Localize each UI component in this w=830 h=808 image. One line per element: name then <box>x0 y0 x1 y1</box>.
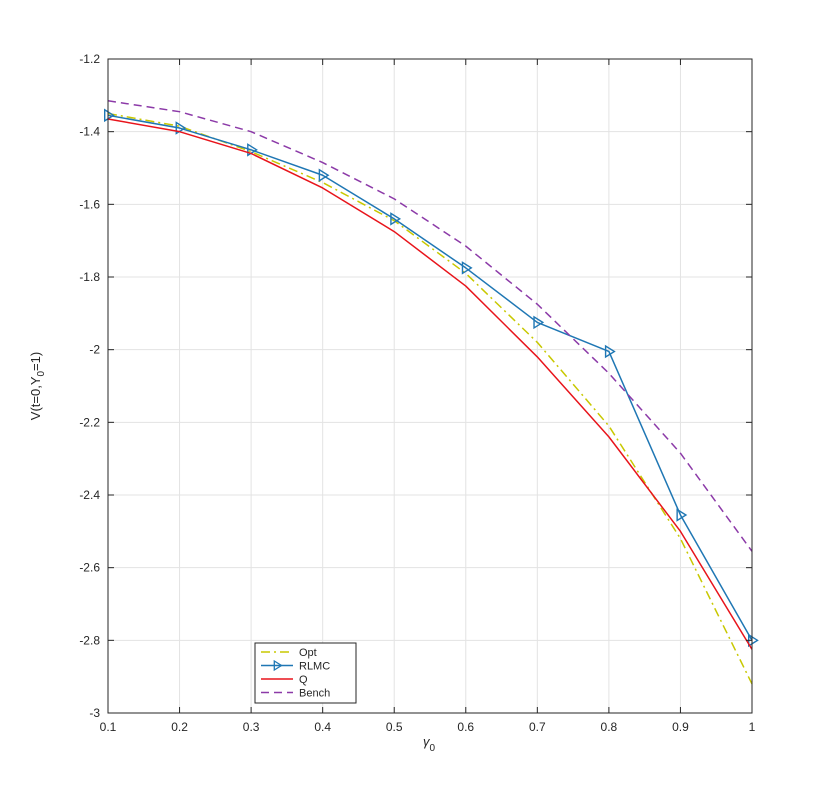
series-line-rlmc <box>107 114 753 641</box>
legend-label-rlmc: RLMC <box>299 661 330 673</box>
legend-marker-rlmc <box>273 659 283 672</box>
series-line-bench <box>107 100 753 552</box>
y-tick-label: -2 <box>89 343 100 357</box>
y-tick-label: -2.4 <box>79 488 100 502</box>
tick-labels: 0.1 0.2 0.3 0.4 0.5 0.6 0.7 0.8 0.9 1 -3 -2.8 -2.6 -2… <box>79 52 755 734</box>
y-tick-label: -1.6 <box>79 197 100 211</box>
legend-label-bench: Bench <box>299 688 330 700</box>
series-bench <box>107 100 753 552</box>
y-axis-title-sub: 0 <box>36 371 47 377</box>
y-tick-label: -3 <box>89 706 100 720</box>
legend-label-q: Q <box>299 674 308 686</box>
axes <box>107 58 753 714</box>
x-axis-title: γ0 <box>423 734 436 754</box>
plot-frame <box>107 58 753 714</box>
legend-label-opt: Opt <box>299 647 317 659</box>
data-point-rlmc <box>103 108 115 123</box>
x-tick-label: 0.6 <box>457 720 474 734</box>
x-tick-label: 0.8 <box>601 720 618 734</box>
x-tick-label: 0.3 <box>243 720 260 734</box>
x-tick-label: 0.5 <box>386 720 403 734</box>
y-axis-title-part3: =1) <box>28 352 43 371</box>
y-tick-label: -1.2 <box>79 52 100 66</box>
x-tick-label: 1 <box>749 720 756 734</box>
data-point-rlmc <box>461 261 473 275</box>
series-line-q <box>107 118 753 650</box>
series-opt <box>107 112 753 685</box>
x-axis-title-sub: 0 <box>429 743 435 754</box>
x-tick-label: 0.9 <box>672 720 689 734</box>
y-tick-label: -1.8 <box>79 270 100 284</box>
y-axis-title: V(t=0,Y0=1) <box>28 352 47 420</box>
series-q <box>107 118 753 650</box>
x-tick-label: 0.2 <box>171 720 188 734</box>
y-tick-label: -2.8 <box>79 633 100 647</box>
data-point-rlmc <box>604 344 616 359</box>
x-tick-label: 0.1 <box>100 720 117 734</box>
legend-box <box>254 642 357 704</box>
data-point-rlmc <box>318 168 330 183</box>
data-point-rlmc <box>175 121 187 135</box>
y-tick-label: -2.6 <box>79 561 100 575</box>
x-axis-title-main: γ <box>423 734 431 749</box>
data-point-rlmc <box>676 508 688 522</box>
y-tick-label: -2.2 <box>79 415 100 429</box>
x-tick-label: 0.4 <box>314 720 331 734</box>
data-point-rlmc <box>390 212 402 226</box>
data-point-rlmc <box>247 143 258 157</box>
y-tick-label: -1.4 <box>79 125 100 139</box>
data-point-rlmc <box>533 315 545 330</box>
x-tick-label: 0.7 <box>529 720 546 734</box>
series-layer <box>103 100 759 685</box>
y-axis-title-part1: V(t=0,Y <box>28 376 43 420</box>
series-line-opt <box>107 112 753 685</box>
